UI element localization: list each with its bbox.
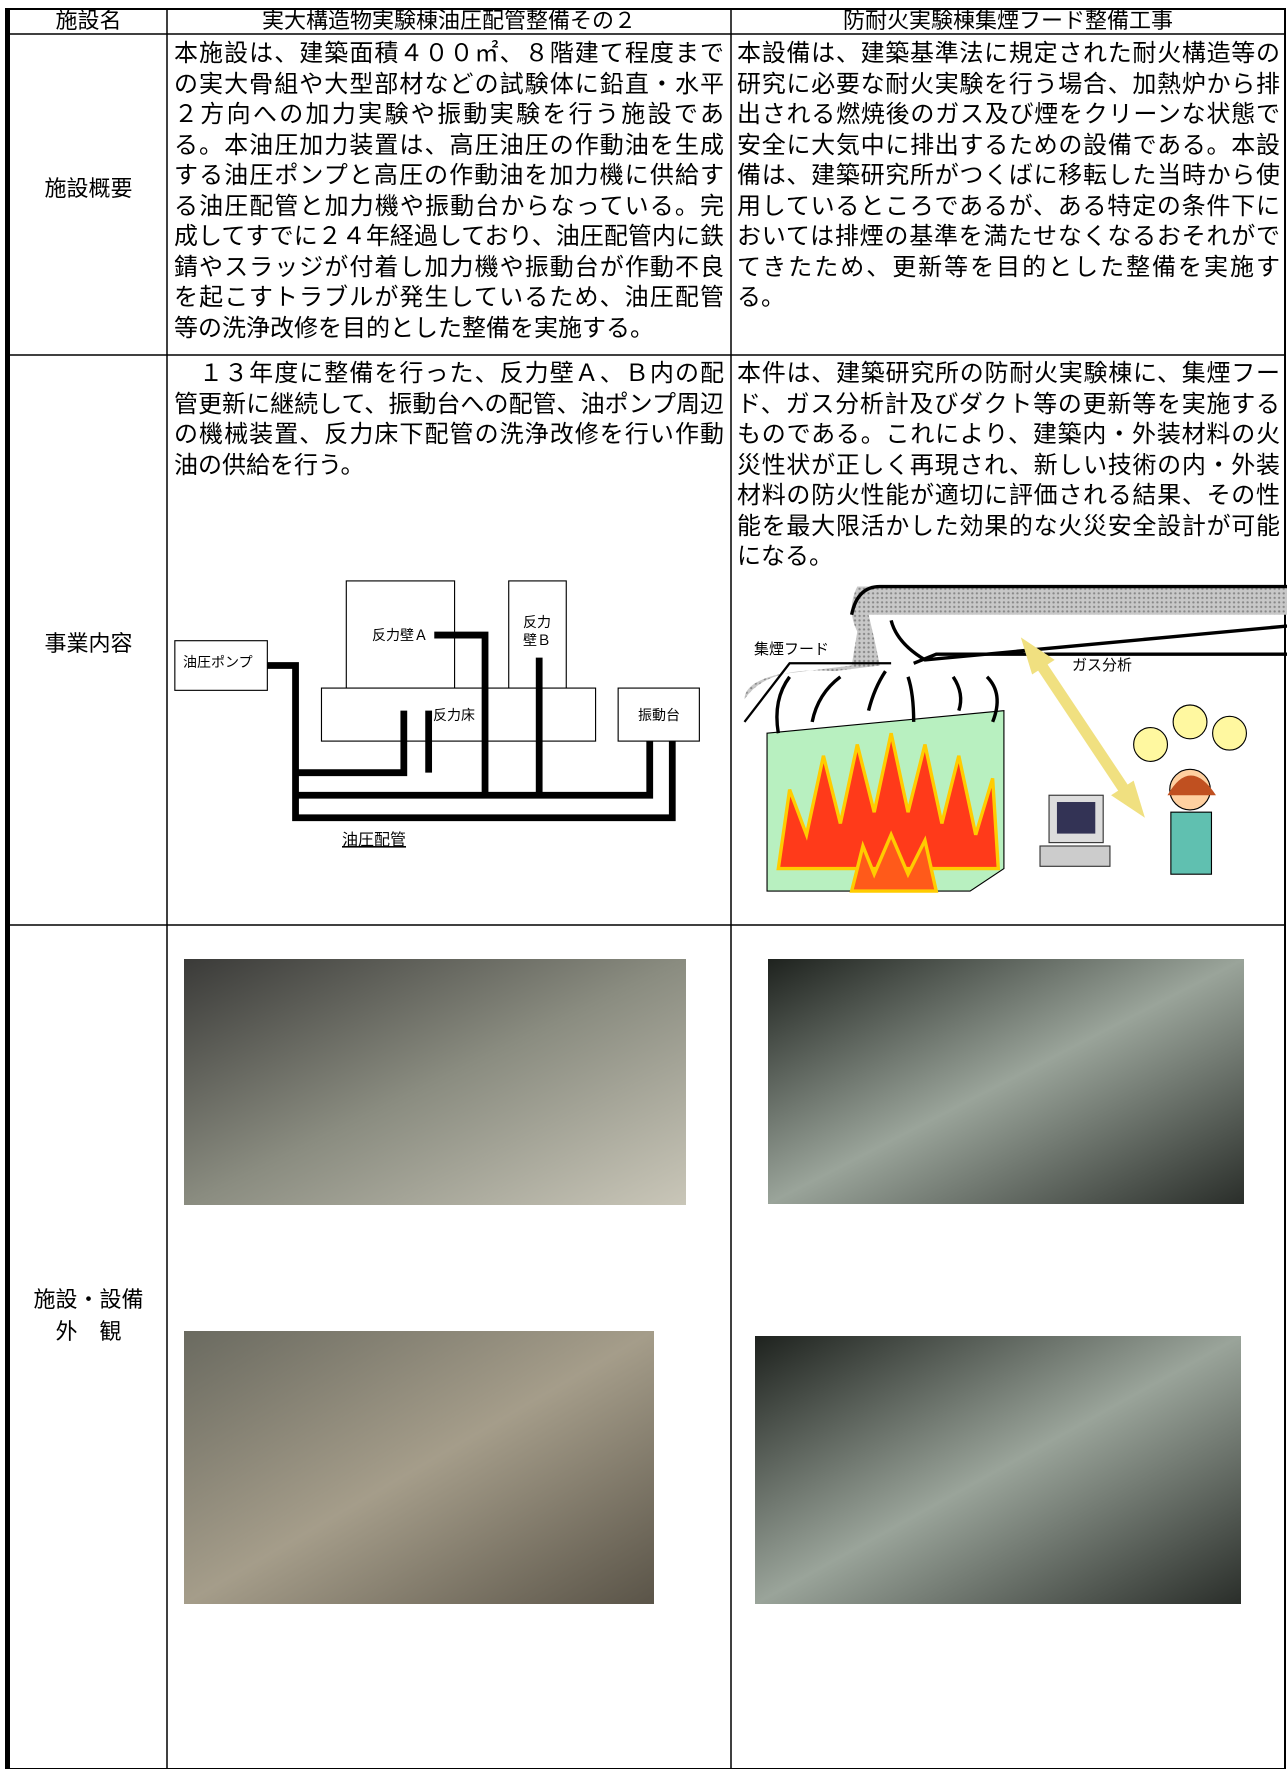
- photo: [768, 959, 1244, 1204]
- hood-label: 集煙フード: [754, 640, 829, 658]
- header-cell: 実大構造物実験棟油圧配管整備その２: [261, 9, 636, 34]
- wall-a-label: 反力壁Ａ: [372, 628, 428, 644]
- header-cell: 施設名: [55, 9, 122, 34]
- header-cell: 防耐火実験棟集煙フード整備工事: [842, 9, 1173, 34]
- cell-text: １３年度に整備を行った、反力壁Ａ、Ｂ内の配管更新に継続して、振動台への配管、油ポ…: [174, 359, 724, 479]
- left-border: [6, 9, 10, 1769]
- shaker-label: 振動台: [638, 708, 680, 724]
- gas-label: ガス分析: [1072, 656, 1132, 674]
- photo: [184, 1331, 654, 1604]
- photo: [184, 959, 686, 1205]
- piping-label: 油圧配管: [342, 830, 406, 849]
- cell-text: 本件は、建築研究所の防耐火実験棟に、集煙フード、ガス分析計及びダクト等の更新等を…: [737, 359, 1280, 570]
- pump-label: 油圧ポンプ: [183, 655, 253, 671]
- row-label: 事業内容: [44, 632, 133, 657]
- piping-labels: 油圧ポンプ 反力壁Ａ 反力 壁Ｂ 反力床 振動台 油圧配管: [183, 615, 680, 849]
- wall-b-label: 壁Ｂ: [523, 633, 551, 649]
- piping-diagram: [174, 580, 700, 822]
- cell-text: 本施設は、建築面積４００㎡、８階建て程度までの実大骨組や大型部材などの試験体に鉛…: [174, 39, 724, 342]
- table-grid: [5, 8, 1286, 1769]
- hood-diagram: [743, 584, 1287, 893]
- wall-b-label: 反力: [523, 615, 551, 631]
- photo: [755, 1336, 1241, 1604]
- row-label: 施設概要: [44, 177, 133, 202]
- hood-labels: 集煙フード ガス分析: [754, 640, 1132, 674]
- cell-text: 本設備は、建築基準法に規定された耐火構造等の研究に必要な耐火実験を行う場合、加熱…: [737, 39, 1280, 311]
- row-label: 外 観: [55, 1320, 122, 1345]
- row-label: 施設・設備: [33, 1288, 144, 1313]
- floor-label: 反力床: [433, 708, 475, 724]
